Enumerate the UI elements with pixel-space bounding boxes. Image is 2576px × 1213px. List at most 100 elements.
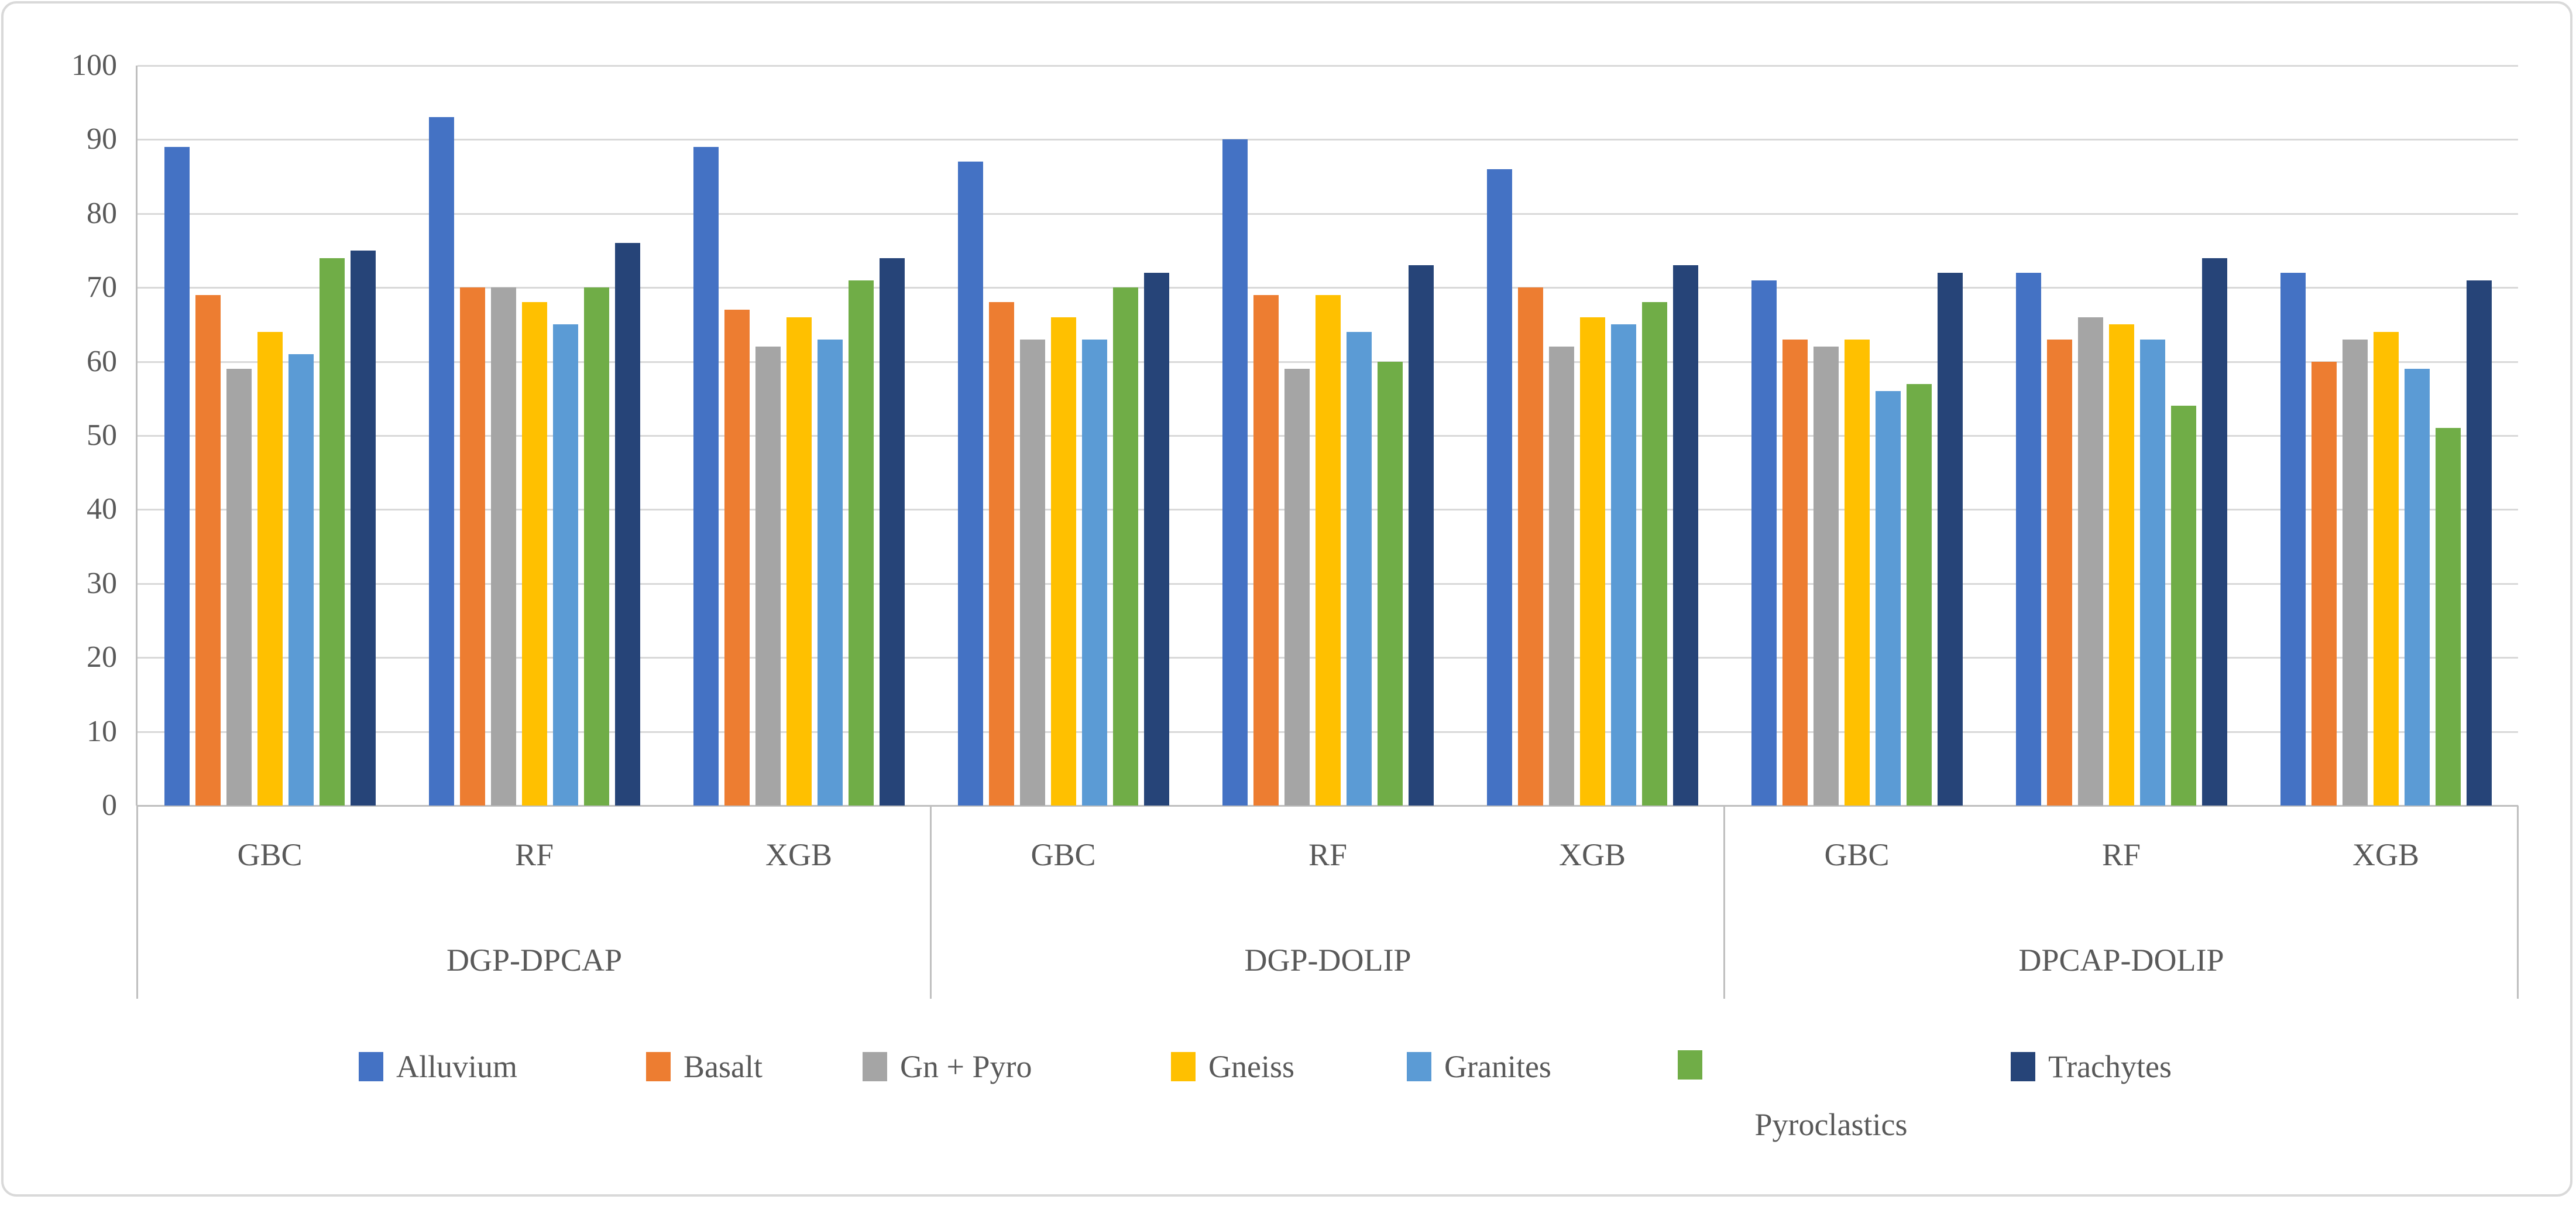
y-tick-label-80: 80: [87, 196, 117, 230]
gridline-100: [138, 65, 2518, 67]
y-tick-label-100: 100: [71, 49, 117, 82]
bar-Granites-DGP-DOLIP RF: [1346, 332, 1372, 806]
bar-Pyroclastics-DGP-DOLIP GBC: [1112, 287, 1138, 806]
legend-item-Granites: Granites: [1407, 1050, 1551, 1083]
bar-Pyroclastics-DGP-DOLIP RF: [1377, 361, 1403, 806]
bar-Pyroclastics-DGP-DPCAP GBC: [319, 258, 345, 806]
y-tick-label-0: 0: [102, 789, 117, 822]
bar-group-DGP-DOLIP GBC: [931, 66, 1196, 806]
bar-Trachytes-DGP-DPCAP XGB: [879, 258, 905, 806]
bar-group-DPCAP-DOLIP XGB: [2254, 66, 2518, 806]
bar-GnPyro-DPCAP-DOLIP GBC: [1813, 347, 1839, 806]
bar-Pyroclastics-DGP-DPCAP XGB: [848, 280, 874, 806]
legend-item-Basalt: Basalt: [646, 1050, 763, 1083]
bar-Gneiss-DGP-DOLIP XGB: [1579, 317, 1605, 806]
bar-group-DGP-DOLIP XGB: [1460, 66, 1725, 806]
x-section-label-DGP-DOLIP: DGP-DOLIP: [1244, 943, 1411, 978]
y-tick-label-10: 10: [87, 714, 117, 748]
bar-Trachytes-DGP-DOLIP XGB: [1672, 265, 1698, 806]
bar-Granites-DGP-DPCAP GBC: [288, 354, 314, 806]
bar-GnPyro-DGP-DOLIP GBC: [1019, 339, 1045, 806]
bar-GnPyro-DGP-DPCAP RF: [490, 287, 516, 806]
x-section-label-DGP-DPCAP: DGP-DPCAP: [446, 943, 623, 978]
legend-item-Pyroclastics: [1678, 1050, 1702, 1080]
bar-Alluvium-DGP-DOLIP RF: [1222, 139, 1248, 806]
bar-Basalt-DPCAP-DOLIP XGB: [2311, 361, 2337, 806]
bar-Alluvium-DGP-DPCAP RF: [428, 117, 454, 806]
bar-Gneiss-DGP-DPCAP GBC: [257, 332, 283, 806]
bar-Basalt-DGP-DPCAP XGB: [724, 310, 750, 806]
bar-Pyroclastics-DGP-DPCAP RF: [583, 287, 609, 806]
legend-label-Gneiss: Gneiss: [1208, 1049, 1294, 1084]
legend-label-pyroclastics-wrapped: Pyroclastics: [1754, 1107, 1908, 1142]
bar-Basalt-DGP-DOLIP RF: [1253, 294, 1279, 806]
legend-item-Alluvium: Alluvium: [359, 1050, 517, 1083]
gridline-70: [138, 287, 2518, 289]
bar-Gneiss-DGP-DOLIP RF: [1315, 294, 1341, 806]
y-tick-label-70: 70: [87, 270, 117, 304]
x-label-DGP-DOLIP-RF: RF: [1308, 837, 1348, 872]
bar-Trachytes-DGP-DPCAP RF: [614, 243, 640, 806]
legend-swatch-Trachytes: [2011, 1052, 2035, 1081]
axis-separator-1: [930, 806, 932, 999]
x-label-DGP-DPCAP-XGB: XGB: [765, 837, 832, 872]
bar-Trachytes-DPCAP-DOLIP XGB: [2466, 280, 2492, 806]
bar-Basalt-DPCAP-DOLIP RF: [2046, 339, 2072, 806]
bar-Gneiss-DPCAP-DOLIP GBC: [1844, 339, 1870, 806]
x-label-DGP-DOLIP-XGB: XGB: [1558, 837, 1626, 872]
bar-Granites-DGP-DPCAP RF: [552, 324, 578, 806]
bar-GnPyro-DPCAP-DOLIP XGB: [2342, 339, 2368, 806]
bar-GnPyro-DPCAP-DOLIP RF: [2077, 317, 2103, 806]
bar-group-DGP-DOLIP RF: [1196, 66, 1460, 806]
bar-Alluvium-DPCAP-DOLIP XGB: [2280, 272, 2306, 806]
y-tick-label-50: 50: [87, 419, 117, 452]
bar-Pyroclastics-DPCAP-DOLIP RF: [2170, 406, 2196, 806]
x-label-DGP-DPCAP-GBC: GBC: [237, 837, 303, 872]
bar-Pyroclastics-DPCAP-DOLIP GBC: [1906, 383, 1932, 806]
x-label-DPCAP-DOLIP-XGB: XGB: [2352, 837, 2419, 872]
bar-Basalt-DGP-DPCAP RF: [459, 287, 485, 806]
bar-GnPyro-DGP-DOLIP XGB: [1548, 347, 1574, 806]
legend-item-Trachytes: Trachytes: [2011, 1050, 2172, 1083]
bar-Pyroclastics-DGP-DOLIP XGB: [1641, 302, 1667, 806]
gridline-90: [138, 139, 2518, 141]
bar-Basalt-DPCAP-DOLIP GBC: [1782, 339, 1808, 806]
bar-Trachytes-DGP-DOLIP GBC: [1143, 272, 1169, 806]
y-tick-label-40: 40: [87, 492, 117, 526]
bar-group-DGP-DPCAP XGB: [667, 66, 931, 806]
bar-Trachytes-DPCAP-DOLIP RF: [2201, 258, 2227, 806]
gridline-80: [138, 213, 2518, 215]
bar-Granites-DGP-DPCAP XGB: [817, 339, 843, 806]
y-axis-line: [136, 66, 138, 806]
x-section-label-DPCAP-DOLIP: DPCAP-DOLIP: [2018, 943, 2224, 978]
bar-group-DPCAP-DOLIP GBC: [1725, 66, 1989, 806]
bar-group-DPCAP-DOLIP RF: [1989, 66, 2254, 806]
x-axis-line: [138, 805, 2518, 807]
bar-Granites-DPCAP-DOLIP GBC: [1875, 391, 1901, 806]
bar-Trachytes-DGP-DOLIP RF: [1408, 265, 1434, 806]
bar-Alluvium-DPCAP-DOLIP RF: [2015, 272, 2041, 806]
x-label-DGP-DPCAP-RF: RF: [514, 837, 554, 872]
legend-swatch-GnPyro: [863, 1052, 887, 1081]
legend-swatch-Alluvium: [359, 1052, 383, 1081]
bar-Gneiss-DGP-DPCAP RF: [521, 302, 547, 806]
y-tick-label-90: 90: [87, 122, 117, 156]
bar-Alluvium-DGP-DOLIP XGB: [1486, 169, 1512, 806]
bar-Gneiss-DPCAP-DOLIP XGB: [2373, 332, 2399, 806]
bar-Basalt-DGP-DOLIP GBC: [988, 302, 1014, 806]
x-label-DPCAP-DOLIP-GBC: GBC: [1824, 837, 1890, 872]
bar-Alluvium-DPCAP-DOLIP GBC: [1751, 280, 1777, 806]
bar-GnPyro-DGP-DPCAP GBC: [226, 369, 252, 806]
bar-GnPyro-DGP-DPCAP XGB: [755, 347, 781, 806]
bar-Basalt-DGP-DPCAP GBC: [195, 294, 221, 806]
legend-item-Gneiss: Gneiss: [1171, 1050, 1294, 1083]
legend-label-Granites: Granites: [1444, 1049, 1551, 1084]
bar-Gneiss-DGP-DPCAP XGB: [786, 317, 812, 806]
axis-separator-2: [1723, 806, 1725, 999]
bar-Granites-DGP-DOLIP GBC: [1081, 339, 1107, 806]
bar-Alluvium-DGP-DOLIP GBC: [957, 162, 983, 806]
bar-Granites-DPCAP-DOLIP RF: [2139, 339, 2165, 806]
bar-group-DGP-DPCAP GBC: [138, 66, 402, 806]
legend-label-GnPyro: Gn + Pyro: [900, 1049, 1032, 1084]
